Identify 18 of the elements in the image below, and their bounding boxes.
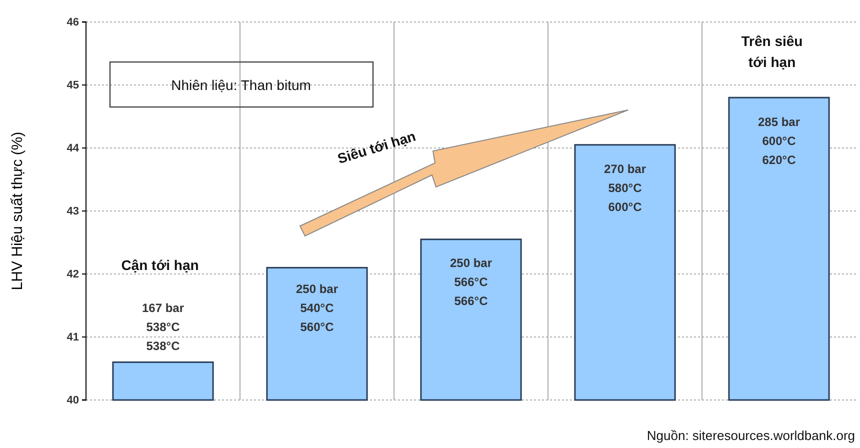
y-tick-label: 42 [66,268,79,281]
text: Nguồn: siteresources.worldbank.org [646,428,855,443]
annotation: 250 bar 566°C 566°C [450,256,492,308]
y-tick-label: 44 [66,142,80,155]
y-tick-label: 40 [66,394,79,407]
y-tick-label: 43 [66,206,79,218]
y-tick-label: 45 [66,80,79,92]
y-tick-label: 41 [66,332,79,344]
annotation: Trên siêu tới hạn [741,33,803,70]
y-axis-title: LHV Hiệu suất thực (%) [8,132,26,290]
annotation: Siêu tới hạn [336,128,418,167]
annotation: 167 bar 538°C 538°C [142,301,184,353]
annotation: 270 bar 580°C 600°C [604,162,646,214]
annotation: 285 bar 600°C 620°C [758,115,800,167]
annotation: 250 bar 540°C 560°C [296,282,338,334]
annotation: Nhiên liệu: Than bitum [171,77,311,93]
y-tick-label: 46 [66,16,79,29]
annotation: Cận tới hạn [121,257,199,273]
